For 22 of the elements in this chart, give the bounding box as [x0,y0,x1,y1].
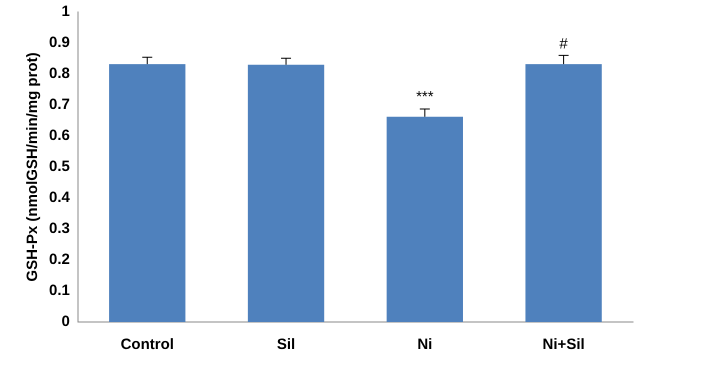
y-tick-label: 0.1 [48,282,70,300]
x-tick-label: Sil [276,336,296,354]
y-tick-label: 0.5 [48,158,70,176]
x-tick-label: Ni [417,336,432,354]
y-tick-label: 0.6 [48,127,70,144]
y-tick-label: 0.8 [48,65,70,82]
y-tick-label: 0.2 [48,251,70,268]
y-tick-label: 0.4 [48,189,70,206]
bar [386,116,463,322]
y-axis-title: GSH-Px (nmolGSH/min/mg prot) [24,52,42,282]
x-tick-label: Ni+Sil [542,336,585,354]
bar [248,64,324,322]
y-tick-label: 0 [62,313,70,330]
y-tick-label: 0.9 [48,34,70,52]
bar [109,64,186,322]
y-tick-label: 1 [62,3,70,20]
y-tick-label: 0.3 [48,220,70,238]
annotation: # [559,35,568,52]
x-tick-label: Control [120,336,174,354]
annotation: *** [416,88,434,106]
bar [525,64,602,322]
y-tick-label: 0.7 [48,96,70,114]
